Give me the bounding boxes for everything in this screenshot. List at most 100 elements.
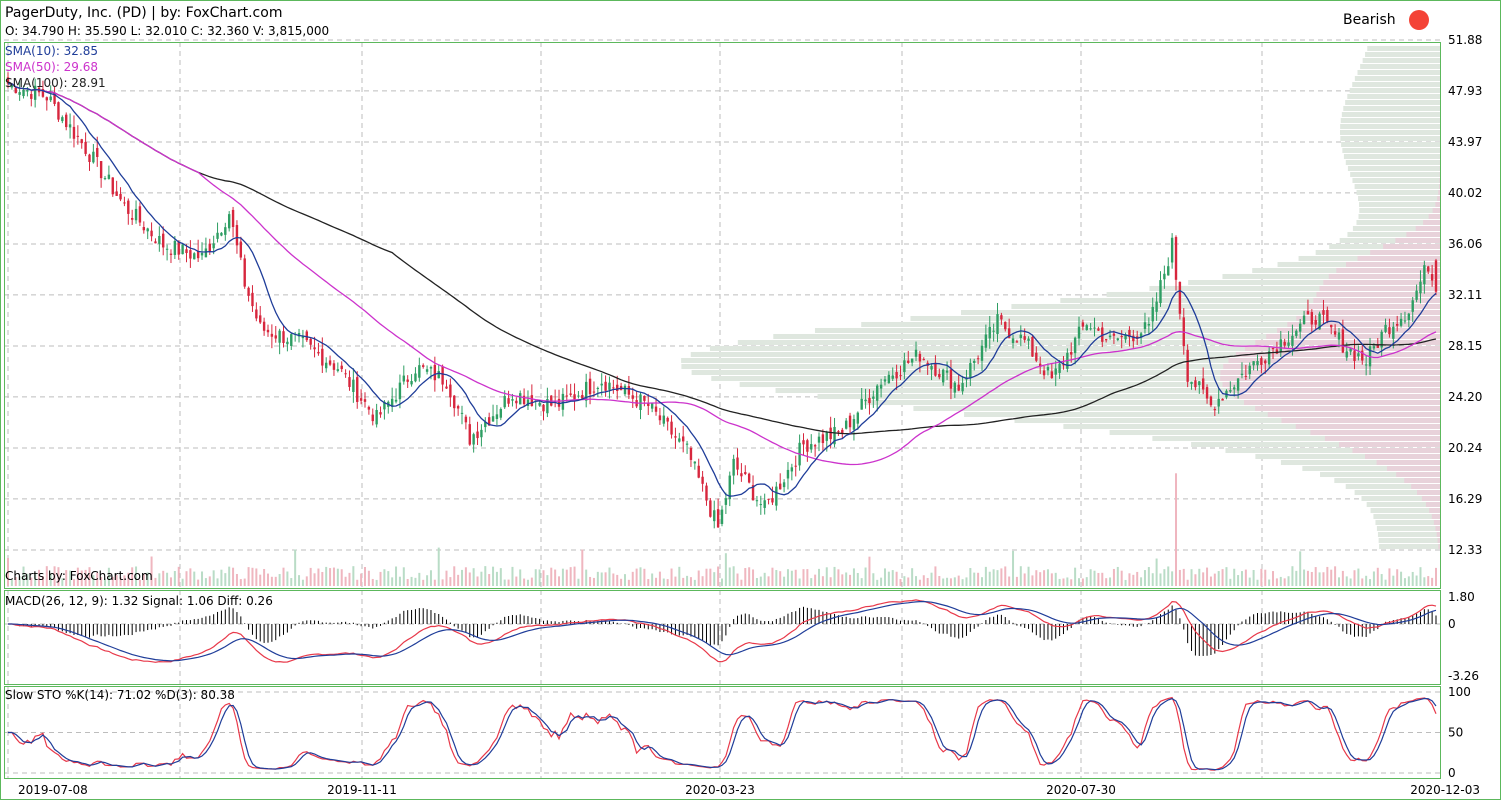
candle-body — [678, 438, 681, 442]
candle-body — [1318, 313, 1321, 330]
volume-bar — [608, 567, 611, 586]
candle-body — [1411, 300, 1414, 312]
volume-bar — [7, 558, 9, 586]
volume-bar — [53, 566, 56, 586]
volume-profile-bar — [1188, 280, 1440, 285]
volume-bar — [1175, 473, 1178, 586]
volume-bar — [344, 576, 347, 586]
volume-bar — [732, 566, 735, 586]
volume-bar — [1112, 568, 1115, 586]
volume-bar — [554, 569, 557, 586]
volume-bar — [1287, 576, 1290, 586]
volume-bar — [530, 577, 533, 586]
volume-profile-bar — [1352, 226, 1440, 231]
candle-body — [367, 406, 371, 410]
volume-bar — [705, 568, 708, 586]
volume-profile-bar — [1358, 214, 1440, 219]
volume-bar — [1435, 567, 1437, 586]
volume-profile-bar — [1406, 232, 1440, 237]
y-tick-label: 20.24 — [1448, 441, 1482, 455]
candle-body — [1163, 273, 1166, 280]
candle-body — [1042, 370, 1046, 376]
volume-bar — [154, 577, 157, 586]
volume-profile-bar — [1376, 460, 1440, 465]
volume-bar — [643, 568, 646, 586]
candle-body — [76, 135, 80, 137]
candle-body — [231, 209, 235, 228]
y-tick-label: 32.11 — [1448, 288, 1482, 302]
candle-body — [134, 208, 138, 221]
volume-bar — [585, 569, 588, 586]
y-tick-label: 24.20 — [1448, 390, 1482, 404]
candle-body — [305, 331, 308, 341]
volume-bar — [550, 567, 553, 586]
volume-profile-bar — [1437, 538, 1440, 543]
volume-bar — [988, 571, 991, 586]
volume-profile-bar — [1436, 532, 1440, 537]
candle-body — [1419, 281, 1422, 294]
volume-bar — [1178, 569, 1181, 586]
candle-body — [623, 385, 627, 395]
candle-body — [216, 232, 219, 239]
candle-body — [1236, 378, 1240, 391]
volume-bar — [290, 578, 293, 586]
volume-bar — [72, 579, 75, 586]
volume-bar — [1182, 568, 1185, 586]
candle-body — [899, 375, 902, 377]
volume-profile-bar — [1255, 454, 1440, 459]
volume-bar — [495, 571, 498, 586]
volume-bar — [1050, 573, 1053, 586]
candle-body — [751, 485, 755, 501]
volume-profile-bar — [1303, 310, 1440, 315]
candle-body — [375, 410, 378, 425]
volume-profile-bar — [1255, 340, 1440, 345]
candle-body — [220, 232, 223, 236]
volume-bar — [980, 577, 983, 586]
candle-body — [468, 424, 471, 445]
volume-bar — [410, 576, 413, 586]
candle-body — [1229, 390, 1232, 392]
macd-signal-line — [8, 600, 1437, 662]
volume-bar — [814, 574, 817, 586]
candle-body — [169, 253, 173, 255]
volume-profile-bar — [1277, 328, 1440, 333]
volume-bar — [635, 568, 638, 586]
volume-bar — [1171, 571, 1174, 586]
volume-bar — [1357, 568, 1360, 586]
volume-bar — [1314, 567, 1317, 586]
macd-tick-label: -3.26 — [1448, 669, 1479, 683]
volume-bar — [1268, 579, 1271, 586]
volume-profile-bar — [1378, 538, 1440, 543]
candle-body — [596, 387, 600, 389]
candle-body — [297, 333, 301, 337]
volume-bar — [499, 568, 502, 586]
candle-body — [138, 206, 142, 223]
volume-bar — [131, 567, 134, 586]
panel-frame — [4, 686, 1441, 779]
y-tick-label: 16.29 — [1448, 492, 1482, 506]
volume-bar — [565, 569, 568, 586]
volume-bar — [294, 549, 297, 586]
volume-bar — [30, 577, 33, 586]
candle-body — [123, 202, 126, 204]
candle-body — [934, 362, 937, 376]
volume-bar — [484, 566, 487, 586]
volume-bar — [317, 568, 320, 586]
volume-bar — [600, 572, 603, 586]
candle-body — [674, 436, 677, 438]
volume-profile-bar — [964, 412, 1440, 417]
volume-profile-bar — [864, 400, 1440, 405]
candle-body — [1217, 398, 1220, 407]
candle-body — [631, 395, 634, 399]
volume-bar — [65, 570, 68, 586]
candle-body — [259, 315, 262, 323]
volume-profile-bar — [1423, 220, 1440, 225]
volume-profile-bar — [1361, 496, 1440, 501]
candle-body — [724, 498, 728, 505]
volume-bar — [1221, 569, 1224, 586]
volume-bar — [662, 578, 665, 586]
volume-bar — [907, 577, 910, 586]
sma100-line — [8, 83, 1437, 435]
candle-body — [736, 457, 739, 470]
volume-profile-bar — [1341, 112, 1440, 117]
